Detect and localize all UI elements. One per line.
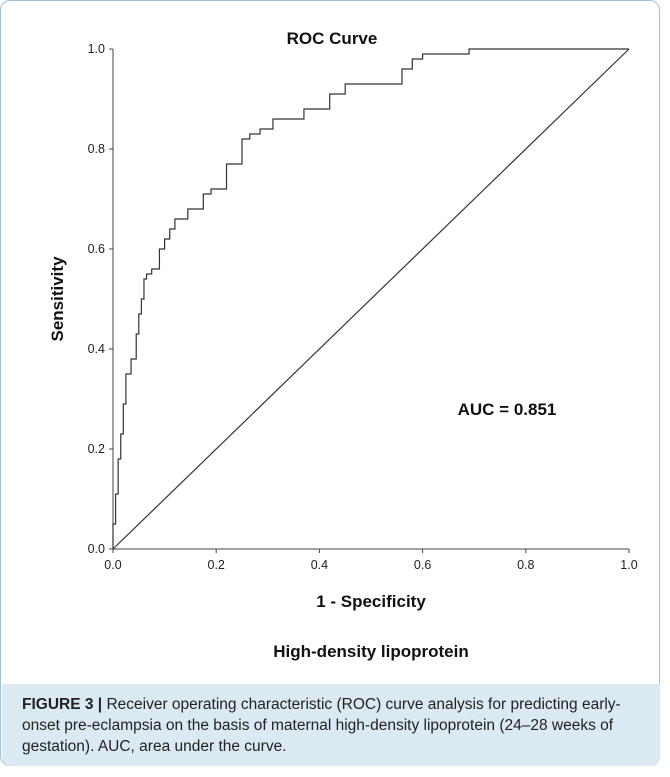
x-tick-label: 0.8 bbox=[517, 558, 534, 572]
roc-chart: 0.0 0.2 0.4 0.6 0.8 1.0 0.0 0.2 0.4 0.6 0.8 1.0 ROC… bbox=[48, 29, 638, 661]
x-tick-label: 0.4 bbox=[311, 558, 328, 572]
reference-diagonal-line bbox=[112, 48, 630, 550]
figure-frame: 0.0 0.2 0.4 0.6 0.8 1.0 0.0 0.2 0.4 0.6 0.8 1.0 ROC… bbox=[0, 0, 660, 766]
y-tick-label: 0.2 bbox=[88, 442, 105, 456]
y-axis-label: Sensitivity bbox=[48, 256, 67, 342]
x-tick-label: 0.2 bbox=[208, 558, 225, 572]
y-tick-label: 0.6 bbox=[88, 242, 105, 256]
x-axis-label: 1 - Specificity bbox=[316, 592, 426, 611]
roc-curve-line bbox=[112, 48, 629, 549]
y-tick-label: 0.4 bbox=[88, 342, 105, 356]
caption-label: FIGURE 3 | bbox=[22, 696, 103, 713]
y-tick-label: 1.0 bbox=[88, 42, 105, 56]
figure-caption: FIGURE 3 | Receiver operating characteri… bbox=[2, 684, 660, 766]
y-tick-label: 0.8 bbox=[88, 142, 105, 156]
chart-subtitle: High-density lipoprotein bbox=[273, 642, 469, 661]
x-tick-label: 0.6 bbox=[414, 558, 431, 572]
chart-title: ROC Curve bbox=[287, 29, 378, 48]
caption-text: Receiver operating characteristic (ROC) … bbox=[22, 696, 621, 755]
x-tick-label: 1.0 bbox=[620, 558, 637, 572]
x-tick-label: 0.0 bbox=[104, 558, 121, 572]
y-tick-label: 0.0 bbox=[88, 542, 105, 556]
auc-annotation: AUC = 0.851 bbox=[458, 400, 557, 419]
